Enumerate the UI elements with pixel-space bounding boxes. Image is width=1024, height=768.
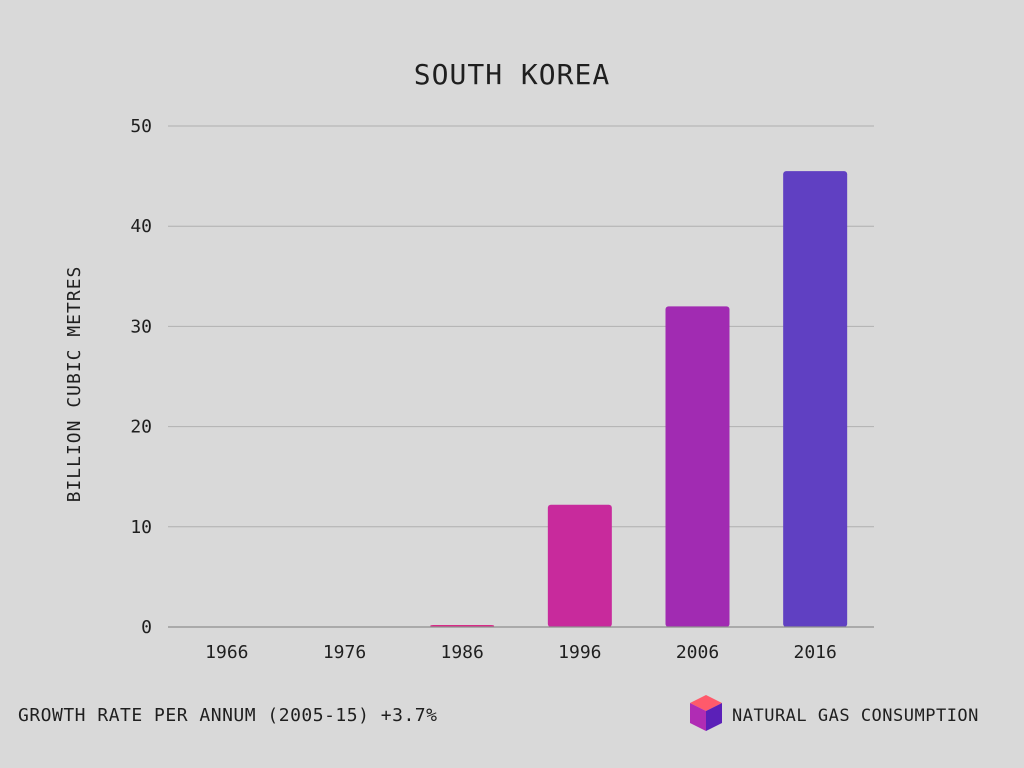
- bar: [783, 171, 848, 627]
- bars: [430, 171, 848, 627]
- x-tick-label: 2006: [676, 642, 719, 663]
- y-tick-label: 40: [130, 216, 152, 237]
- x-tick-label: 1996: [558, 642, 601, 663]
- y-axis-ticks: 0 10 20 30 40 50: [130, 116, 152, 638]
- y-tick-label: 20: [130, 417, 152, 438]
- bar: [665, 306, 730, 627]
- y-tick-label: 10: [130, 517, 152, 538]
- legend-cube-icon: [690, 695, 722, 731]
- gridlines: [168, 125, 874, 528]
- chart-title: SOUTH KOREA: [414, 58, 610, 91]
- y-tick-label: 0: [141, 617, 152, 638]
- y-tick-label: 50: [130, 116, 152, 137]
- x-tick-label: 1976: [323, 642, 366, 663]
- x-tick-label: 1966: [205, 642, 248, 663]
- bar: [547, 504, 612, 627]
- growth-rate-text: GROWTH RATE PER ANNUM (2005-15) +3.7%: [18, 705, 437, 726]
- x-tick-label: 1986: [440, 642, 483, 663]
- x-axis-ticks: 1966 1976 1986 1996 2006 2016: [205, 642, 837, 663]
- y-axis-label: BILLION CUBIC METRES: [64, 266, 85, 503]
- y-tick-label: 30: [130, 316, 152, 337]
- legend-label: NATURAL GAS CONSUMPTION: [732, 706, 979, 726]
- x-tick-label: 2016: [793, 642, 836, 663]
